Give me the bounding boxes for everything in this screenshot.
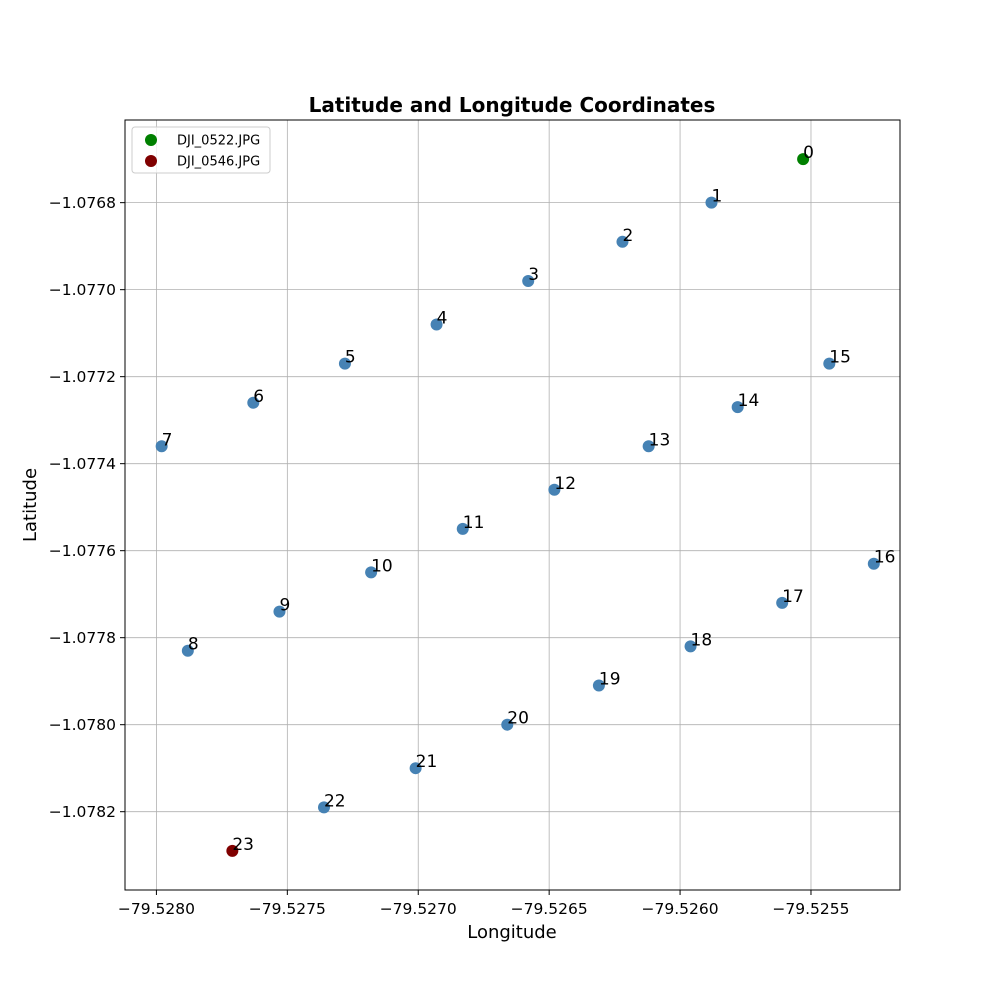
legend-box [131, 126, 271, 174]
data-point [642, 440, 655, 453]
data-point [317, 801, 330, 814]
point-label: 19 [599, 670, 621, 690]
data-point [430, 318, 443, 331]
x-tick-label: −79.5280 [118, 900, 195, 918]
y-tick-label: −1.0780 [49, 716, 116, 734]
point-label: 4 [437, 308, 448, 328]
x-tick-label: −79.5270 [380, 900, 457, 918]
x-tick-label: −79.5265 [511, 900, 588, 918]
y-tick-label: −1.0770 [49, 281, 116, 299]
point-label: 5 [345, 348, 356, 368]
data-point [522, 274, 535, 287]
point-label: 17 [782, 587, 804, 607]
data-point [338, 357, 351, 370]
y-tick-label: −1.0776 [49, 542, 116, 560]
point-label: 8 [188, 635, 199, 655]
legend: DJI_0522.JPG DJI_0546.JPG [131, 126, 271, 174]
point-label: 6 [253, 387, 264, 407]
point-label: 1 [711, 187, 722, 207]
axis-ticks: −79.5280 −79.5275 −79.5270 −79.5265 −79.5260… [49, 194, 850, 918]
data-point [592, 679, 605, 692]
y-tick-label: −1.0774 [49, 455, 116, 473]
chart-title: Latitude and Longitude Coordinates [309, 93, 716, 117]
data-point [365, 566, 378, 579]
data-point [501, 718, 514, 731]
point-label: 21 [416, 752, 438, 772]
point-label: 10 [371, 556, 393, 576]
point-label: 15 [829, 348, 851, 368]
y-tick-label: −1.0768 [49, 194, 116, 212]
data-point [684, 640, 697, 653]
point-label: 13 [649, 430, 671, 450]
legend-marker [145, 134, 157, 146]
point-label: 7 [162, 430, 173, 450]
data-point [731, 401, 744, 414]
y-tick-label: −1.0782 [49, 803, 116, 821]
x-tick-label: −79.5275 [249, 900, 326, 918]
legend-marker [145, 155, 157, 167]
point-label: 18 [691, 630, 713, 650]
data-point [776, 596, 789, 609]
point-label: 20 [507, 709, 529, 729]
data-point [155, 440, 168, 453]
point-label: 11 [463, 513, 485, 533]
y-axis-label: Latitude [20, 468, 41, 542]
data-point [616, 235, 629, 248]
point-label: 3 [528, 265, 539, 285]
data-point [456, 522, 469, 535]
data-point [548, 483, 561, 496]
grid [125, 120, 900, 890]
data-point [181, 644, 194, 657]
data-point [823, 357, 836, 370]
point-label: 12 [554, 474, 576, 494]
point-label: 22 [324, 791, 346, 811]
data-point [409, 762, 422, 775]
point-label: 9 [279, 596, 290, 616]
y-tick-label: −1.0778 [49, 629, 116, 647]
data-point [705, 196, 718, 209]
data-point [867, 557, 880, 570]
point-label: 2 [622, 226, 633, 246]
data-point [797, 153, 810, 166]
legend-label: DJI_0522.JPG [177, 134, 260, 149]
x-tick-label: −79.5255 [772, 900, 849, 918]
point-label: 14 [738, 391, 760, 411]
y-tick-label: −1.0772 [49, 368, 116, 386]
data-point [247, 396, 260, 409]
point-label: 16 [874, 548, 896, 568]
x-axis-label: Longitude [467, 922, 557, 943]
data-point [226, 844, 239, 857]
point-label: 0 [803, 143, 814, 163]
plot-frame [124, 119, 901, 891]
x-tick-label: −79.5260 [642, 900, 719, 918]
data-point [273, 605, 286, 618]
point-label: 23 [232, 835, 254, 855]
legend-label: DJI_0546.JPG [177, 155, 260, 170]
